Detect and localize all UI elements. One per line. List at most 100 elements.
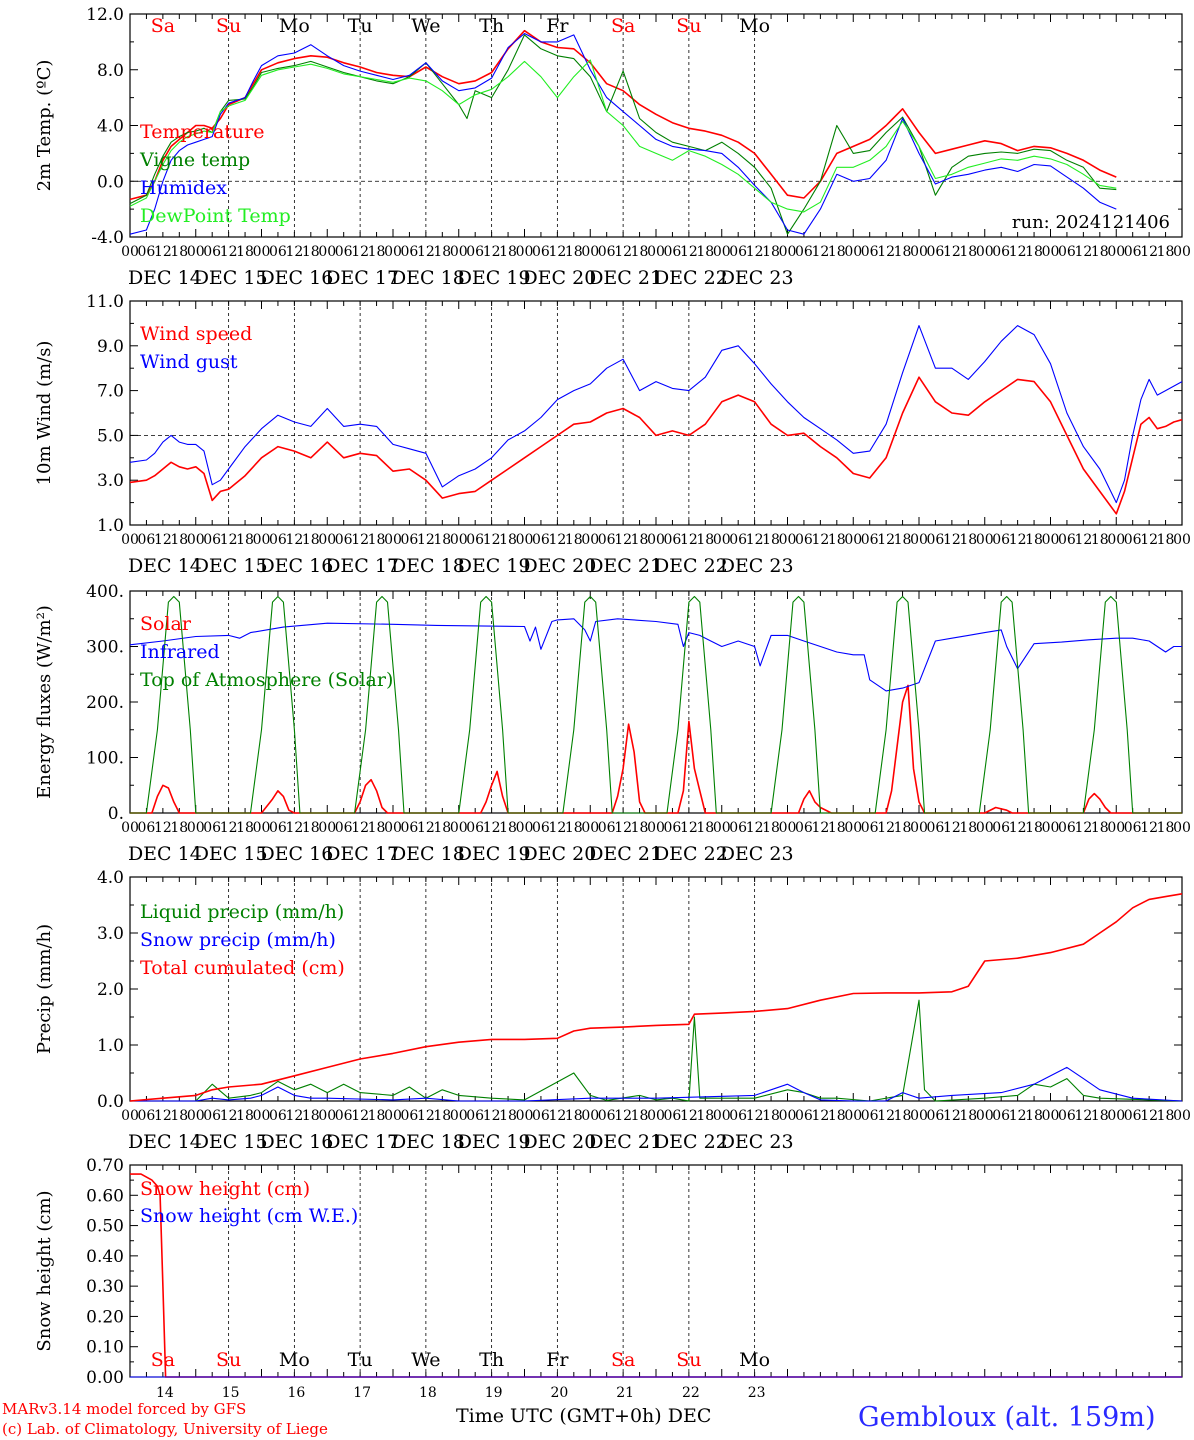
hour-label: 18	[170, 244, 188, 260]
y-tick-label: 0.40	[86, 1247, 124, 1267]
hour-label: 12	[943, 820, 961, 836]
hour-label: 12	[483, 244, 501, 260]
legend-entry: DewPoint Temp	[140, 205, 291, 227]
date-label: DEC 19	[457, 843, 531, 865]
hour-label: 06	[1124, 532, 1142, 548]
hour-label: 12	[285, 244, 303, 260]
lab-credit: (c) Lab. of Climatology, University of L…	[2, 1420, 328, 1438]
y-tick-label: 100.	[86, 749, 124, 769]
run-annotation: run: 2024121406	[1012, 212, 1170, 233]
series-line-infrared	[129, 618, 1182, 692]
date-number-label: 23	[748, 1385, 766, 1401]
hour-label: 06	[466, 1108, 484, 1124]
hour-label: 06	[664, 532, 682, 548]
hour-label: 06	[1124, 244, 1142, 260]
plot-frame	[129, 590, 1183, 814]
hour-label: 12	[811, 532, 829, 548]
hour-label: 06	[729, 244, 747, 260]
hour-label: 12	[154, 244, 172, 260]
hour-label: 18	[631, 820, 649, 836]
hour-label: 00	[1042, 1108, 1060, 1124]
legend-entry: Snow height (cm)	[140, 1178, 310, 1200]
hour-label: 06	[861, 532, 879, 548]
hour-label: 06	[598, 1108, 616, 1124]
legend-entry: Snow precip (mm/h)	[140, 929, 336, 951]
date-number-label: 22	[682, 1385, 700, 1401]
date-label: DEC 21	[588, 843, 662, 865]
hour-label: 18	[1091, 532, 1109, 548]
hour-label: 06	[335, 244, 353, 260]
date-label: DEC 23	[720, 843, 794, 865]
y-tick-label: 1.0	[97, 516, 124, 536]
hour-label: 18	[959, 1108, 977, 1124]
hour-label: 06	[1124, 1108, 1142, 1124]
hour-label: 12	[614, 244, 632, 260]
date-label: DEC 18	[391, 1131, 465, 1153]
y-tick-label: 8.0	[97, 61, 124, 81]
hour-label: 06	[401, 1108, 419, 1124]
hour-label: 06	[729, 1108, 747, 1124]
hour-label: 12	[1140, 820, 1158, 836]
legend-entry: Wind gust	[140, 351, 238, 373]
y-tick-label: 0.70	[86, 1156, 124, 1176]
legend-entry: Total cumulated (cm)	[140, 957, 345, 979]
y-tick-label: 200.	[86, 693, 124, 713]
hour-label: 06	[335, 1108, 353, 1124]
date-label: DEC 16	[259, 843, 333, 865]
series-line-wind-speed	[129, 376, 1183, 515]
x-axis-title: Time UTC (GMT+0h) DEC	[456, 1405, 712, 1427]
date-number-label: 20	[550, 1385, 568, 1401]
hour-label: 06	[861, 1108, 879, 1124]
date-label: DEC 16	[259, 1131, 333, 1153]
day-label: Mo	[739, 1349, 770, 1371]
hour-label: 00	[976, 1108, 994, 1124]
hour-label: 12	[483, 1108, 501, 1124]
series-line-vigne-temp	[129, 34, 1117, 235]
hour-label: 12	[220, 532, 238, 548]
hour-label: 06	[532, 244, 550, 260]
legend-entry: Snow height (cm W.E.)	[140, 1205, 358, 1227]
hour-label: 00	[713, 820, 731, 836]
hour-label: 12	[1074, 532, 1092, 548]
hour-label: 18	[1157, 1108, 1175, 1124]
hour-label: 18	[631, 1108, 649, 1124]
y-tick-label: 0.60	[86, 1186, 124, 1206]
date-number-label: 21	[616, 1385, 634, 1401]
hour-label: 06	[269, 820, 287, 836]
hour-label: 00	[581, 1108, 599, 1124]
hour-label: 18	[1091, 1108, 1109, 1124]
date-label: DEC 15	[194, 267, 268, 289]
legend-entry: Vigne temp	[139, 149, 250, 171]
hour-label: 18	[631, 532, 649, 548]
panel-5: 0.00 0.10 0.20 0.30 0.40 0.50 0.60 0.70 Snow hei…	[34, 1156, 1183, 1401]
hour-label: 00	[910, 820, 928, 836]
date-label: DEC 17	[325, 1131, 399, 1153]
hour-label: 12	[680, 820, 698, 836]
hour-label: 00	[1173, 1108, 1191, 1124]
hour-label: 18	[828, 244, 846, 260]
hour-label: 00	[516, 820, 534, 836]
hour-label: 12	[483, 532, 501, 548]
day-label: Sa	[611, 15, 635, 37]
hour-label: 12	[1140, 244, 1158, 260]
y-tick-label: 0.	[108, 804, 124, 824]
hour-label: 12	[417, 820, 435, 836]
hour-label: 06	[1058, 1108, 1076, 1124]
hour-label: 18	[828, 820, 846, 836]
hour-label: 00	[384, 1108, 402, 1124]
hour-label: 12	[746, 244, 764, 260]
series-line-humidex	[129, 32, 1117, 235]
hour-label: 12	[220, 820, 238, 836]
date-label: DEC 22	[654, 1131, 728, 1153]
hour-label: 00	[253, 820, 271, 836]
date-label: DEC 20	[522, 1131, 596, 1153]
hour-label: 18	[631, 244, 649, 260]
legend-entry: Top of Atmosphere (Solar)	[140, 669, 393, 691]
hour-label: 18	[170, 532, 188, 548]
hour-label: 00	[121, 532, 139, 548]
hour-label: 12	[417, 1108, 435, 1124]
hour-label: 06	[466, 532, 484, 548]
hour-label: 06	[138, 244, 156, 260]
date-label: DEC 15	[194, 555, 268, 577]
y-tick-label: 0.0	[97, 172, 124, 192]
